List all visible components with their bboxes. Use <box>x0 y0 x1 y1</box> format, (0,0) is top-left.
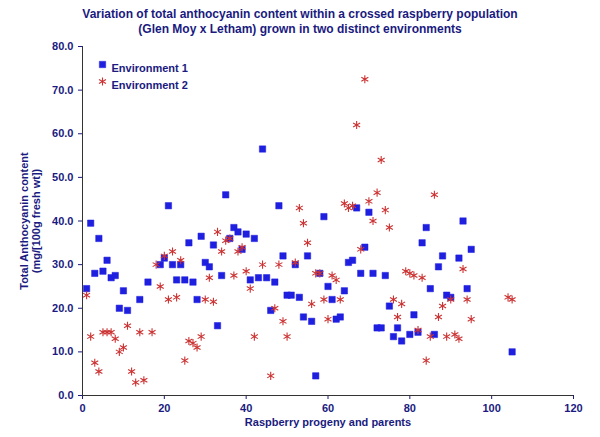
svg-text:30.0: 30.0 <box>52 258 73 270</box>
svg-text:Total Anthocyanin content(mg/[: Total Anthocyanin content(mg/[100g fresh… <box>18 152 42 290</box>
html-text:Variation of total anthocyanin: Variation of total anthocyanin content w… <box>82 7 518 36</box>
svg-text:0.0: 0.0 <box>58 389 73 401</box>
svg-text:80: 80 <box>404 402 416 414</box>
svg-text:40.0: 40.0 <box>52 215 73 227</box>
svg-text:70.0: 70.0 <box>52 84 73 96</box>
svg-text:60: 60 <box>322 402 334 414</box>
svg-text:Environment 2: Environment 2 <box>112 79 188 91</box>
svg-text:100: 100 <box>482 402 500 414</box>
svg-text:50.0: 50.0 <box>52 171 73 183</box>
svg-text:20.0: 20.0 <box>52 302 73 314</box>
svg-text:20: 20 <box>158 402 170 414</box>
svg-text:60.0: 60.0 <box>52 127 73 139</box>
svg-text:120: 120 <box>564 402 582 414</box>
svg-text:Raspberry progeny and parents: Raspberry progeny and parents <box>245 416 411 428</box>
svg-text:40: 40 <box>240 402 252 414</box>
svg-text:0: 0 <box>79 402 85 414</box>
svg-text:Environment 1: Environment 1 <box>112 62 188 74</box>
svg-text:80.0: 80.0 <box>52 40 73 52</box>
svg-text:10.0: 10.0 <box>52 345 73 357</box>
